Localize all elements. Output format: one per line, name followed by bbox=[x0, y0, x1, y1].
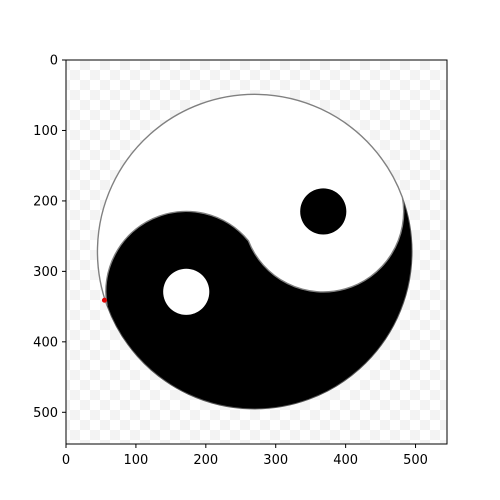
x-tick-label: 200 bbox=[193, 453, 218, 468]
y-tick-label: 500 bbox=[33, 406, 58, 421]
x-tick-label: 400 bbox=[333, 453, 358, 468]
x-tick-label: 500 bbox=[403, 453, 428, 468]
x-tick-label: 100 bbox=[123, 453, 148, 468]
x-tick-label: 300 bbox=[263, 453, 288, 468]
y-axis: 0 100 200 300 400 500 bbox=[33, 54, 66, 421]
x-tick-label: 0 bbox=[62, 453, 70, 468]
y-tick-label: 400 bbox=[33, 335, 58, 350]
black-dot bbox=[300, 188, 346, 234]
y-tick-label: 0 bbox=[50, 54, 58, 69]
marker-point bbox=[102, 298, 107, 303]
y-tick-label: 300 bbox=[33, 265, 58, 280]
y-tick-label: 100 bbox=[33, 124, 58, 139]
white-dot bbox=[163, 269, 209, 315]
x-axis: 0 100 200 300 400 500 bbox=[62, 444, 428, 468]
y-tick-label: 200 bbox=[33, 194, 58, 209]
image-layer bbox=[97, 94, 412, 409]
